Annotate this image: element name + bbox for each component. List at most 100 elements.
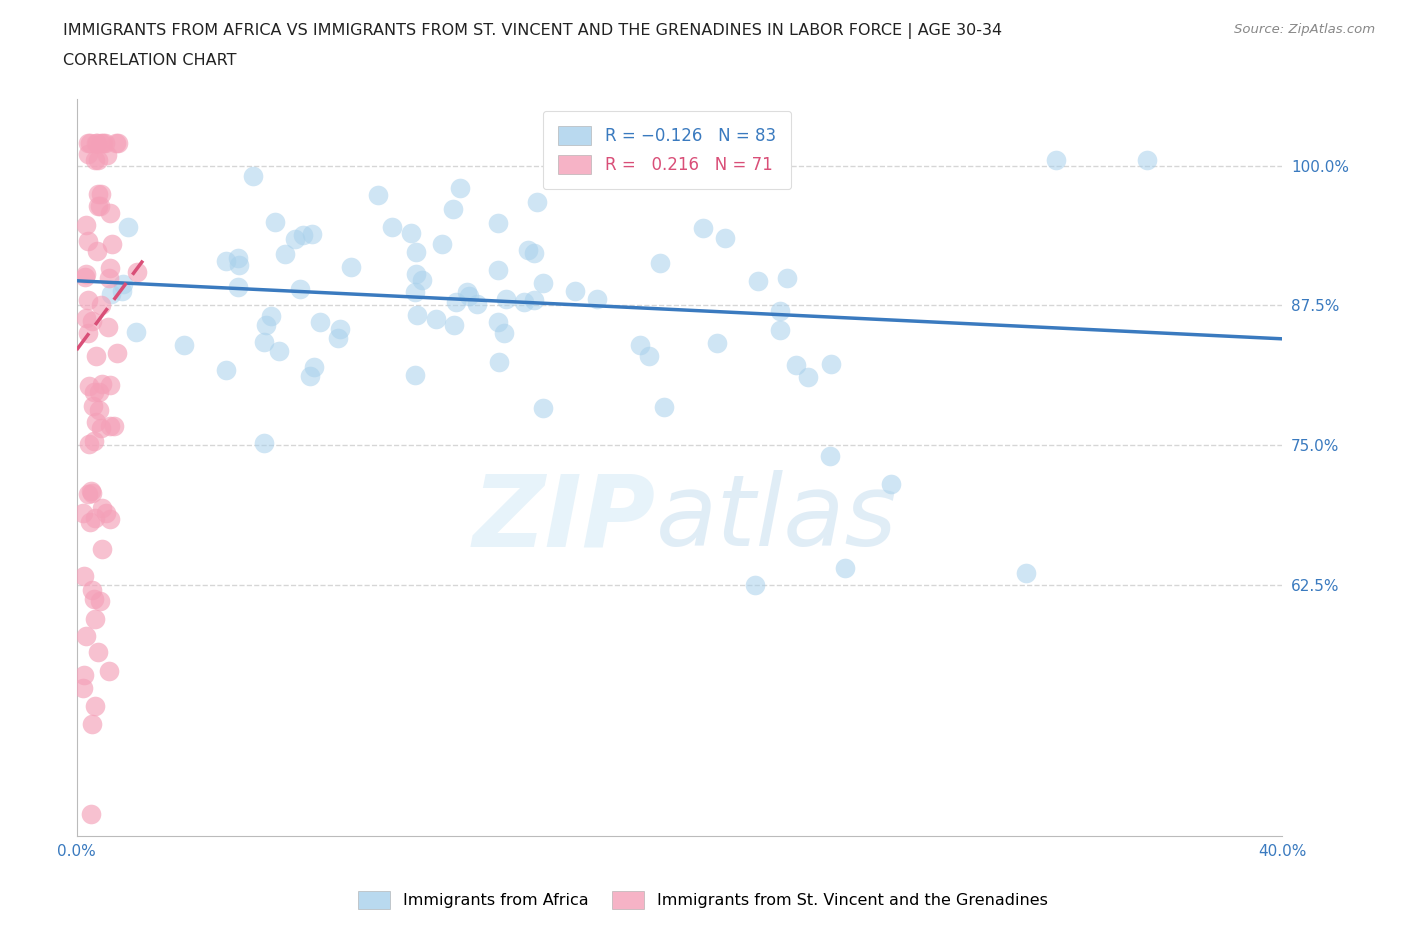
Point bbox=[94, 136, 117, 151]
Point bbox=[77, 136, 100, 151]
Point bbox=[879, 476, 901, 491]
Point bbox=[367, 188, 389, 203]
Point bbox=[80, 484, 103, 498]
Point bbox=[98, 271, 121, 286]
Point bbox=[84, 349, 107, 364]
Point bbox=[72, 681, 94, 696]
Point bbox=[495, 291, 517, 306]
Point bbox=[86, 244, 108, 259]
Point bbox=[91, 136, 114, 151]
Point bbox=[267, 343, 290, 358]
Point bbox=[405, 308, 427, 323]
Point bbox=[77, 292, 100, 307]
Point bbox=[100, 287, 122, 302]
Point bbox=[86, 644, 108, 659]
Point bbox=[288, 282, 311, 297]
Point bbox=[73, 568, 96, 583]
Point bbox=[411, 273, 433, 288]
Point bbox=[1136, 153, 1159, 167]
Point bbox=[228, 258, 250, 272]
Point bbox=[79, 436, 101, 451]
Point bbox=[776, 271, 799, 286]
Point bbox=[94, 505, 117, 520]
Point bbox=[301, 227, 323, 242]
Point bbox=[486, 216, 509, 231]
Point bbox=[83, 384, 105, 399]
Point bbox=[264, 215, 287, 230]
Point bbox=[76, 218, 98, 232]
Point bbox=[104, 136, 127, 151]
Point bbox=[284, 232, 307, 246]
Point bbox=[80, 485, 103, 500]
Point bbox=[326, 331, 349, 346]
Point bbox=[486, 314, 509, 329]
Point bbox=[105, 346, 128, 361]
Point bbox=[785, 357, 807, 372]
Point bbox=[98, 664, 121, 679]
Point bbox=[84, 136, 107, 151]
Point bbox=[83, 611, 105, 626]
Point bbox=[77, 486, 100, 501]
Text: ZIP: ZIP bbox=[472, 471, 655, 567]
Point bbox=[834, 561, 856, 576]
Point bbox=[77, 379, 100, 393]
Point bbox=[86, 153, 108, 167]
Point bbox=[103, 418, 125, 433]
Point bbox=[628, 338, 651, 352]
Point bbox=[226, 280, 249, 295]
Point bbox=[111, 276, 134, 291]
Point bbox=[652, 399, 675, 414]
Text: Source: ZipAtlas.com: Source: ZipAtlas.com bbox=[1234, 23, 1375, 36]
Point bbox=[523, 246, 546, 261]
Point bbox=[80, 313, 103, 328]
Point bbox=[173, 338, 195, 352]
Point bbox=[404, 367, 426, 382]
Point bbox=[91, 542, 114, 557]
Point bbox=[82, 399, 104, 414]
Point bbox=[531, 401, 554, 416]
Point bbox=[98, 260, 121, 275]
Point bbox=[83, 433, 105, 448]
Text: CORRELATION CHART: CORRELATION CHART bbox=[63, 53, 236, 68]
Point bbox=[100, 377, 122, 392]
Point bbox=[80, 806, 103, 821]
Point bbox=[77, 233, 100, 248]
Point bbox=[443, 317, 465, 332]
Text: IMMIGRANTS FROM AFRICA VS IMMIGRANTS FROM ST. VINCENT AND THE GRENADINES IN LABO: IMMIGRANTS FROM AFRICA VS IMMIGRANTS FRO… bbox=[63, 23, 1002, 39]
Point bbox=[98, 418, 121, 433]
Point bbox=[84, 414, 107, 429]
Point bbox=[769, 323, 792, 338]
Point bbox=[441, 201, 464, 216]
Point bbox=[405, 245, 427, 259]
Legend: Immigrants from Africa, Immigrants from St. Vincent and the Grenadines: Immigrants from Africa, Immigrants from … bbox=[350, 883, 1056, 917]
Point bbox=[517, 243, 540, 258]
Point bbox=[76, 146, 98, 161]
Point bbox=[299, 369, 322, 384]
Point bbox=[531, 275, 554, 290]
Point bbox=[706, 335, 728, 350]
Point bbox=[432, 237, 454, 252]
Point bbox=[302, 359, 325, 374]
Point bbox=[1045, 153, 1067, 167]
Point bbox=[90, 500, 112, 515]
Point bbox=[226, 250, 249, 265]
Point bbox=[83, 153, 105, 167]
Point bbox=[97, 319, 120, 334]
Point bbox=[425, 312, 447, 326]
Point bbox=[449, 180, 471, 195]
Point bbox=[125, 264, 148, 279]
Point bbox=[101, 236, 124, 251]
Point bbox=[638, 349, 661, 364]
Point bbox=[648, 256, 671, 271]
Point bbox=[107, 136, 129, 151]
Point bbox=[446, 295, 468, 310]
Point bbox=[75, 311, 97, 325]
Point bbox=[488, 354, 510, 369]
Point bbox=[513, 294, 536, 309]
Point bbox=[523, 293, 546, 308]
Point bbox=[91, 377, 114, 392]
Point bbox=[75, 266, 97, 281]
Point bbox=[117, 219, 139, 234]
Point bbox=[90, 186, 112, 201]
Point bbox=[329, 322, 352, 337]
